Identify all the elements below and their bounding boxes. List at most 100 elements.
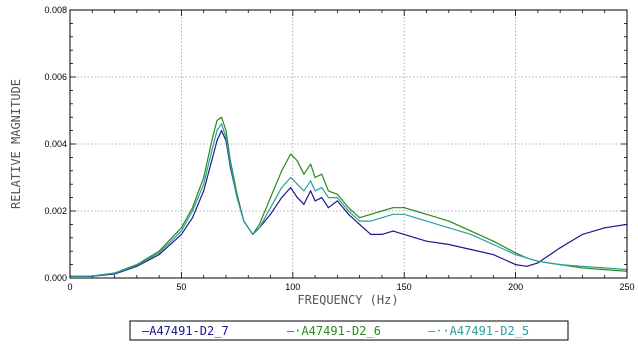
series-point: [425, 213, 428, 215]
series-point: [252, 233, 254, 236]
series-point: [281, 170, 283, 172]
series-point: [296, 160, 298, 162]
series-point: [136, 264, 138, 266]
series-point: [559, 247, 561, 249]
series-point: [381, 210, 383, 212]
legend-box: [129, 320, 569, 341]
series-point: [269, 207, 272, 209]
x-tick-label: 50: [176, 282, 186, 292]
series-point: [229, 163, 232, 165]
series-point: [526, 257, 528, 259]
series-point: [314, 200, 316, 202]
series-point: [310, 163, 312, 165]
series-point: [470, 230, 472, 232]
series-point: [492, 243, 494, 246]
series-point: [269, 213, 272, 215]
series-point: [321, 197, 323, 199]
y-tick-labels: 0.000 0.002 0.004 0.006 0.008: [44, 5, 67, 283]
series-point: [470, 233, 472, 236]
series-point: [303, 203, 305, 205]
series-point: [225, 130, 227, 132]
series-point: [515, 264, 517, 266]
series-point: [492, 240, 494, 242]
legend-entry-d2-6: —·A47491-D2_6: [287, 324, 381, 338]
series-point: [236, 197, 238, 199]
series-point: [370, 233, 372, 236]
x-tick-label: 100: [285, 282, 300, 292]
series-point: [370, 220, 372, 222]
series-point: [581, 265, 584, 267]
series-point: [392, 213, 394, 215]
series-point: [296, 183, 298, 185]
series-point: [269, 197, 272, 199]
series-point: [327, 190, 330, 192]
series-point: [425, 220, 428, 222]
series-point: [392, 230, 394, 232]
series-point: [403, 213, 405, 215]
series-point: [243, 220, 245, 222]
series-point: [220, 123, 223, 125]
series-point: [303, 173, 305, 175]
x-tick-labels: 0 50 100 150 200 250: [67, 282, 634, 292]
series-point: [220, 130, 223, 132]
series-point: [191, 210, 194, 212]
series-point: [604, 267, 606, 269]
series-point: [314, 190, 316, 192]
series-point: [448, 243, 450, 246]
series-point: [180, 233, 182, 236]
series-point: [403, 207, 405, 209]
series-point: [91, 275, 93, 277]
plot-frame: [69, 9, 628, 279]
series-point: [225, 136, 227, 138]
series-point: [321, 173, 323, 175]
series-point: [526, 265, 528, 267]
grid-lines: [70, 10, 627, 278]
series-point: [281, 186, 283, 189]
series-point: [211, 136, 214, 138]
series-point: [321, 186, 323, 189]
series-point: [347, 207, 350, 209]
series-point: [581, 267, 584, 269]
series-point: [392, 207, 394, 209]
series-point: [289, 153, 292, 155]
series-point: [515, 253, 517, 256]
series-point: [403, 233, 405, 236]
series-point: [414, 237, 416, 239]
plot-background: [70, 10, 627, 278]
series-point: [180, 227, 182, 229]
series-point: [158, 250, 160, 252]
series-point: [216, 140, 218, 142]
series-point: [281, 197, 283, 199]
series-point: [359, 217, 361, 219]
series-point: [359, 223, 361, 225]
series-point: [604, 227, 606, 229]
series-point: [180, 230, 182, 232]
series-point: [289, 176, 292, 179]
series-point: [289, 186, 292, 189]
series-point: [211, 146, 214, 148]
series-point: [537, 260, 539, 262]
x-tick-label: 0: [67, 282, 72, 292]
series-point: [537, 262, 539, 264]
series-point: [158, 253, 160, 256]
legend-entry-d2-7: —A47491-D2_7: [142, 324, 229, 338]
series-point: [216, 130, 218, 132]
x-axis-title: FREQUENCY (Hz): [297, 293, 398, 307]
series-point: [370, 213, 372, 215]
series-point: [203, 183, 205, 185]
series-point: [258, 223, 260, 225]
y-tick-label: 0.000: [44, 273, 67, 283]
x-tick-label: 250: [619, 282, 634, 292]
series-point: [347, 213, 350, 215]
series-point: [191, 217, 194, 219]
series-point: [303, 190, 305, 192]
series-point: [310, 190, 312, 192]
series-point: [492, 253, 494, 256]
series-point: [336, 193, 338, 195]
y-tick-label: 0.008: [44, 5, 67, 15]
series-point: [216, 119, 218, 122]
series-point: [327, 207, 330, 209]
series-point: [113, 272, 116, 274]
legend-entry-d2-5: —··A47491-D2_5: [428, 324, 529, 338]
